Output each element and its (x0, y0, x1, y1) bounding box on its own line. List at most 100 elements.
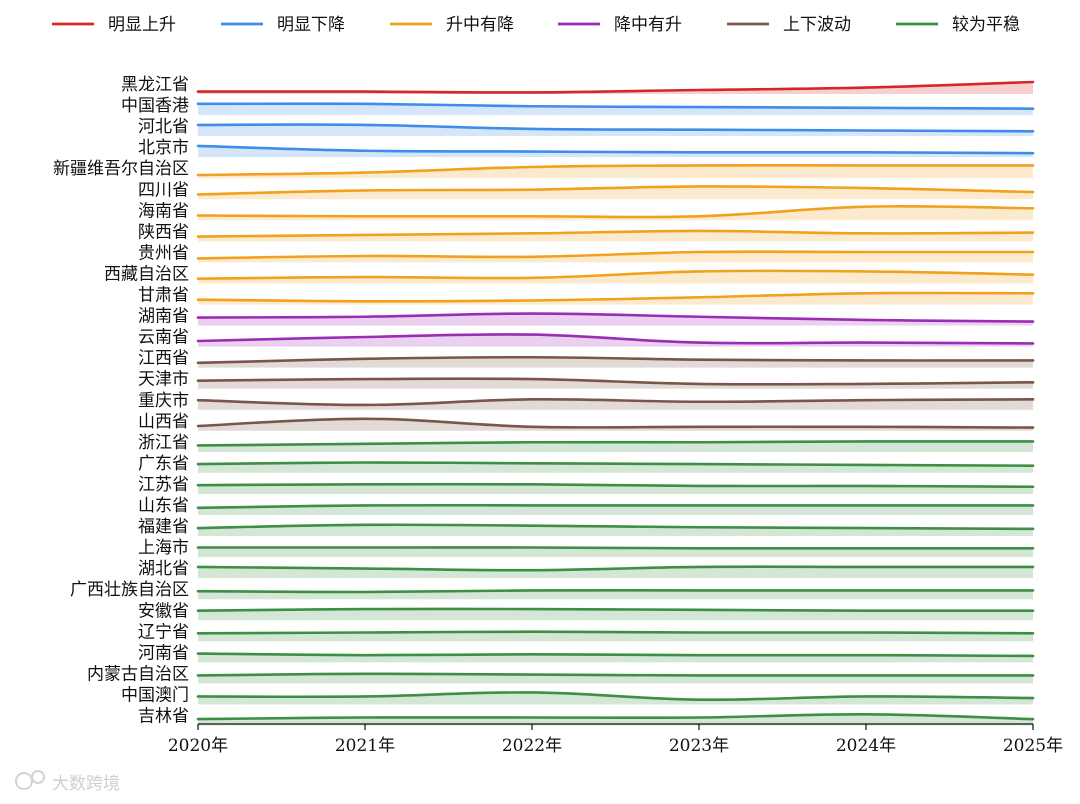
ridge-line (196, 229, 1035, 238)
plot-area (196, 80, 1035, 726)
row-label: 内蒙古自治区 (87, 664, 189, 684)
ridge-area (198, 399, 1033, 410)
ridge-10 (196, 269, 1035, 284)
row-label: 黑龙江省 (121, 75, 189, 95)
ridge-2 (196, 102, 1035, 116)
row-label: 山西省 (138, 412, 189, 432)
x-axis: 2020年 2021年 2022年 2023年 2024年 2025年 (168, 723, 1063, 756)
ridge-12 (196, 312, 1035, 326)
ridge-line (196, 652, 1035, 658)
row-label: 湖北省 (138, 559, 189, 579)
ridge-line (196, 333, 1035, 345)
ridge-line (196, 269, 1035, 280)
ridge-line (196, 123, 1035, 133)
row-label: 重庆市 (138, 391, 189, 411)
row-label: 上海市 (138, 538, 189, 558)
ridge-area (198, 547, 1033, 558)
ridge-area (198, 82, 1033, 94)
legend-item-updown: 升中有降 (390, 15, 514, 35)
watermark: 大数跨境 (15, 770, 120, 794)
ridge-5 (196, 163, 1035, 179)
legend-item-wave: 上下波动 (727, 15, 851, 35)
ridge-line (196, 607, 1035, 613)
ridge-area (198, 103, 1033, 116)
ridge-line (196, 80, 1035, 94)
row-label: 云南省 (138, 328, 189, 348)
ridge-area (198, 334, 1033, 347)
legend-label: 上下波动 (783, 15, 851, 35)
x-tick-label: 2025年 (1003, 736, 1063, 756)
ridge-24 (196, 565, 1035, 579)
ridge-21 (196, 503, 1035, 515)
ridge-1 (196, 80, 1035, 94)
x-tick-label: 2020年 (168, 736, 228, 756)
ridge-line (196, 204, 1035, 219)
watermark-logo-icon (15, 772, 33, 790)
ridge-6 (196, 185, 1035, 200)
ridge-area (198, 714, 1033, 726)
ridge-3 (196, 123, 1035, 137)
ridge-line (196, 440, 1035, 447)
ridge-line (196, 185, 1035, 196)
ridge-line (196, 630, 1035, 635)
ridge-16 (196, 397, 1035, 410)
ridge-line (196, 144, 1035, 155)
row-label: 辽宁省 (138, 622, 189, 642)
ridge-area (198, 524, 1033, 537)
row-label: 甘肃省 (138, 286, 189, 306)
row-label: 中国澳门 (121, 685, 189, 705)
legend-item-down: 明显下降 (221, 15, 345, 35)
row-label: 西藏自治区 (104, 264, 189, 284)
row-label: 广西壮族自治区 (70, 580, 189, 600)
legend: 明显上升 明显下降 升中有降 降中有升 上下波动 较为平稳 (52, 15, 1020, 35)
ridge-26 (196, 607, 1035, 621)
ridge-area (198, 505, 1033, 515)
ridge-line (196, 588, 1035, 594)
row-label: 吉林省 (138, 707, 189, 727)
row-label: 广东省 (138, 454, 189, 474)
ridge-line (196, 102, 1035, 110)
row-label: 四川省 (138, 180, 189, 200)
ridge-line (196, 691, 1035, 702)
row-label: 山东省 (138, 496, 189, 516)
ridge-line (196, 523, 1035, 531)
row-label: 江苏省 (138, 475, 189, 495)
legend-label: 明显下降 (277, 15, 345, 35)
ridge-17 (196, 417, 1035, 431)
watermark-logo-icon-inner (31, 770, 45, 784)
row-label: 陕西省 (138, 222, 189, 242)
ridge-8 (196, 229, 1035, 242)
ridge-area (198, 145, 1033, 158)
x-tick-label: 2023年 (669, 736, 729, 756)
ridge-28 (196, 652, 1035, 663)
ridge-14 (196, 355, 1035, 368)
ridge-line (196, 417, 1035, 429)
ridge-line (196, 461, 1035, 467)
row-label: 浙江省 (138, 433, 189, 453)
ridge-line (196, 397, 1035, 407)
ridge-line (196, 672, 1035, 677)
watermark-text: 大数跨境 (52, 774, 120, 794)
ridge-25 (196, 588, 1035, 600)
ridge-11 (196, 291, 1035, 305)
y-axis-labels: 黑龙江省中国香港河北省北京市新疆维吾尔自治区四川省海南省陕西省贵州省西藏自治区甘… (53, 75, 189, 727)
ridge-15 (196, 377, 1035, 389)
row-label: 贵州省 (138, 243, 189, 263)
x-tick-label: 2022年 (502, 736, 562, 756)
ridge-13 (196, 333, 1035, 347)
row-label: 福建省 (138, 517, 189, 537)
ridge-30 (196, 691, 1035, 705)
legend-item-downup: 降中有升 (558, 15, 682, 35)
legend-label: 升中有降 (446, 15, 514, 35)
ridge-31 (196, 712, 1035, 726)
ridge-9 (196, 250, 1035, 263)
legend-label: 降中有升 (614, 15, 682, 35)
ridge-line (196, 355, 1035, 365)
ridge-line (196, 250, 1035, 260)
ridge-area (198, 270, 1033, 284)
ridge-line (196, 712, 1035, 721)
row-label: 新疆维吾尔自治区 (53, 159, 189, 179)
ridge-line (196, 565, 1035, 572)
ridge-27 (196, 630, 1035, 642)
